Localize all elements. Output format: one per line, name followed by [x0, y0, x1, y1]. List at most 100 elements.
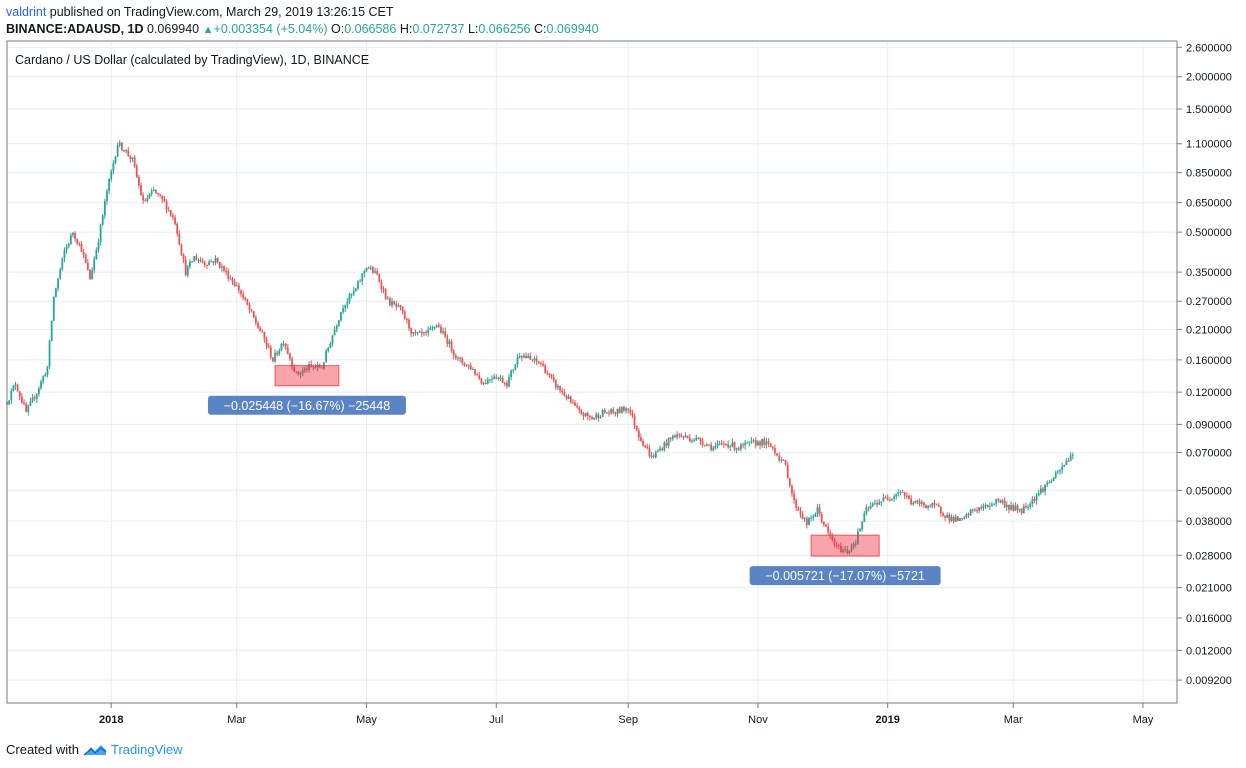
- candle-body: [144, 200, 147, 202]
- candle-body: [488, 379, 491, 381]
- candle-body: [199, 260, 202, 262]
- candle-body: [191, 261, 193, 263]
- candle-body: [614, 412, 617, 414]
- candle-body: [231, 278, 234, 283]
- candle-body: [38, 388, 40, 394]
- tradingview-link[interactable]: TradingView: [110, 742, 183, 757]
- candle-body: [605, 412, 608, 414]
- candle-body: [633, 415, 636, 426]
- candle-body: [742, 444, 744, 446]
- candle-body: [133, 157, 136, 167]
- candle-body: [610, 409, 613, 414]
- candle-body: [912, 502, 915, 505]
- candle-body: [80, 243, 83, 252]
- candle-body: [954, 516, 957, 522]
- candle-body: [435, 325, 438, 327]
- candle-body: [1001, 500, 1004, 503]
- candle-body: [759, 441, 761, 446]
- candle-body: [325, 351, 327, 363]
- candle-body: [252, 311, 255, 318]
- candle-body: [397, 305, 400, 307]
- candle-body: [91, 270, 93, 280]
- author-link[interactable]: valdrint: [6, 5, 47, 19]
- price-chart[interactable]: −0.025448 (−16.67%) −25448 −0.005721 (−17…: [0, 38, 1246, 734]
- candle-body: [916, 500, 919, 502]
- candle-body: [582, 414, 585, 416]
- candle-body: [984, 504, 987, 507]
- candle-body: [808, 518, 810, 525]
- candle-body: [480, 378, 483, 384]
- candle-body: [125, 150, 128, 152]
- close-label: C:: [534, 22, 547, 36]
- candle-body: [682, 436, 685, 438]
- candle-body: [778, 455, 781, 460]
- candle-body: [859, 529, 861, 532]
- candle-body: [1069, 455, 1072, 462]
- candle-body: [284, 343, 287, 348]
- candle-body: [291, 358, 293, 367]
- candle-body: [780, 459, 783, 461]
- candle-body: [625, 408, 627, 411]
- candle-body: [391, 301, 393, 306]
- candle-body: [97, 242, 100, 251]
- candle-body: [574, 402, 576, 406]
- candle-body: [1025, 506, 1027, 508]
- candle-body: [86, 262, 89, 270]
- candle-body: [76, 238, 79, 244]
- candle-body: [980, 507, 983, 509]
- candle-body: [303, 368, 306, 371]
- candle-body: [440, 326, 442, 333]
- candle-body: [403, 311, 406, 319]
- candle-body: [18, 391, 21, 397]
- candle-body: [176, 223, 179, 234]
- candle-body: [371, 267, 374, 273]
- candle-body: [169, 210, 172, 216]
- candle-body: [644, 445, 647, 447]
- candle-body: [652, 455, 655, 458]
- candle-body: [844, 549, 847, 551]
- candle-body: [486, 379, 489, 384]
- candle-body: [829, 532, 832, 536]
- candle-body: [516, 356, 519, 365]
- candle-body: [267, 345, 270, 348]
- candle-body: [465, 364, 468, 366]
- high-label: H:: [399, 22, 413, 36]
- candle-body: [952, 517, 955, 522]
- candle-body: [61, 258, 64, 270]
- y-tick-label: 1.100000: [1186, 139, 1232, 151]
- candle-body: [1071, 454, 1074, 456]
- open-label: O:: [330, 22, 345, 36]
- candle-body: [946, 514, 949, 518]
- candle-body: [599, 416, 602, 419]
- candle-body: [667, 437, 670, 446]
- candle-body: [420, 331, 423, 334]
- candle-body: [189, 261, 191, 267]
- candle-body: [242, 294, 245, 298]
- candle-body: [825, 524, 827, 527]
- last-price: 0.069940: [147, 22, 200, 36]
- candle-body: [527, 355, 530, 359]
- candle-body: [320, 367, 323, 369]
- candle-body: [65, 246, 68, 251]
- candle-body: [852, 543, 855, 548]
- candle-body: [737, 448, 740, 450]
- candle-body: [1048, 482, 1051, 484]
- candle-body: [799, 510, 802, 515]
- candle-body: [540, 363, 542, 365]
- candle-body: [342, 308, 345, 312]
- y-tick-label: 0.090000: [1186, 419, 1232, 431]
- candle-body: [584, 412, 587, 416]
- candle-body: [635, 425, 638, 431]
- candle-body: [416, 332, 419, 334]
- candle-body: [833, 540, 836, 546]
- candle-body: [1003, 500, 1006, 507]
- candle-body: [344, 305, 347, 309]
- candle-body: [897, 492, 900, 494]
- candle-body: [378, 274, 381, 282]
- y-tick-label: 0.050000: [1186, 485, 1232, 497]
- candle-body: [499, 377, 502, 379]
- candle-body: [1052, 477, 1055, 481]
- candle-body: [993, 503, 995, 505]
- candle-body: [671, 435, 674, 439]
- candle-body: [193, 256, 196, 262]
